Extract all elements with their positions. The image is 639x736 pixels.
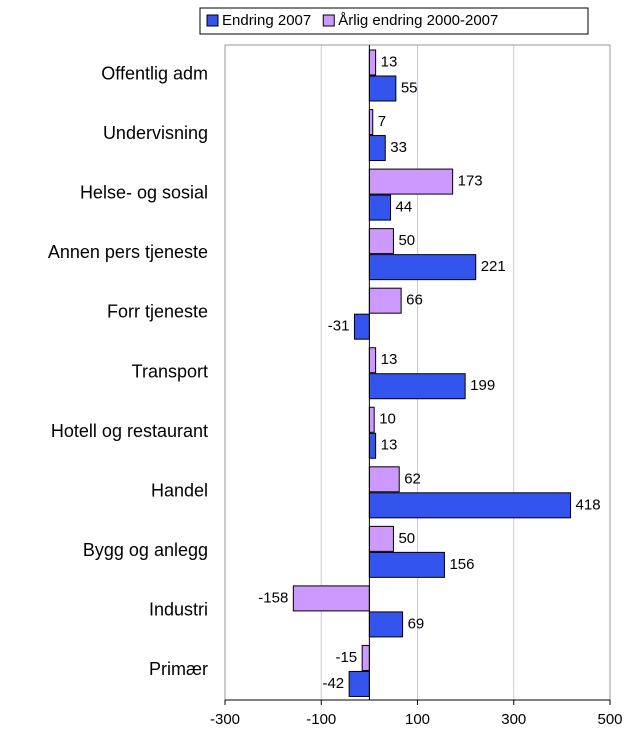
value-label: 418 xyxy=(576,496,601,513)
bar xyxy=(368,492,572,519)
bar xyxy=(368,551,445,578)
value-label: 62 xyxy=(404,470,421,487)
value-label: 55 xyxy=(401,79,418,96)
bar xyxy=(368,49,377,76)
x-tick-label: -300 xyxy=(210,711,240,728)
legend-label: Endring 2007 xyxy=(222,12,311,29)
bar xyxy=(368,466,400,493)
bar xyxy=(361,644,370,671)
y-tick-label: Forr tjeneste xyxy=(107,302,208,322)
y-tick-label: Transport xyxy=(132,361,208,381)
y-tick-label: Industri xyxy=(149,599,208,619)
bar xyxy=(353,313,370,340)
y-tick-label: Offentlig adm xyxy=(101,64,208,84)
y-tick-label: Hotell og restaurant xyxy=(51,421,208,441)
y-tick-label: Handel xyxy=(151,480,208,500)
value-label: 13 xyxy=(381,437,398,454)
bar xyxy=(292,585,370,612)
bar xyxy=(368,406,375,433)
y-tick-label: Primær xyxy=(149,659,208,679)
x-tick-label: 300 xyxy=(501,711,526,728)
y-tick-label: Undervisning xyxy=(103,123,208,143)
bar xyxy=(368,228,394,255)
bar xyxy=(368,432,377,459)
value-label: 199 xyxy=(470,377,495,394)
y-tick-label: Annen pers tjeneste xyxy=(48,242,208,262)
value-label: 13 xyxy=(381,351,398,368)
bar xyxy=(368,287,402,314)
x-tick-label: 500 xyxy=(597,711,622,728)
legend-box xyxy=(199,7,589,35)
y-tick-label: Bygg og anlegg xyxy=(83,540,208,560)
bar xyxy=(368,75,397,102)
legend-swatch xyxy=(322,14,335,27)
value-label: 156 xyxy=(449,556,474,573)
y-tick-label: Helse- og sosial xyxy=(80,183,208,203)
bar xyxy=(348,670,370,697)
value-label: 7 xyxy=(378,113,386,130)
value-label: 69 xyxy=(408,615,425,632)
value-label: -15 xyxy=(335,649,357,666)
bar xyxy=(368,168,454,195)
value-label: -158 xyxy=(258,589,288,606)
bar xyxy=(368,194,392,221)
value-label: 10 xyxy=(379,411,396,428)
value-label: 221 xyxy=(481,258,506,275)
bar xyxy=(368,347,377,374)
value-label: 13 xyxy=(381,53,398,70)
bar xyxy=(368,525,394,552)
value-label: 66 xyxy=(406,292,423,309)
value-label: 50 xyxy=(398,530,415,547)
bar xyxy=(368,109,374,136)
bar xyxy=(368,135,386,162)
bar xyxy=(368,254,477,281)
legend-swatch xyxy=(206,14,219,27)
x-tick-label: 100 xyxy=(405,711,430,728)
bar xyxy=(368,611,404,638)
value-label: 44 xyxy=(396,199,413,216)
value-label: 33 xyxy=(390,139,407,156)
value-label: -42 xyxy=(322,675,344,692)
value-label: 173 xyxy=(458,173,483,190)
value-label: -31 xyxy=(328,318,350,335)
value-label: 50 xyxy=(398,232,415,249)
legend-label: Årlig endring 2000-2007 xyxy=(338,12,498,29)
bar xyxy=(368,373,466,400)
x-tick-label: -100 xyxy=(306,711,336,728)
